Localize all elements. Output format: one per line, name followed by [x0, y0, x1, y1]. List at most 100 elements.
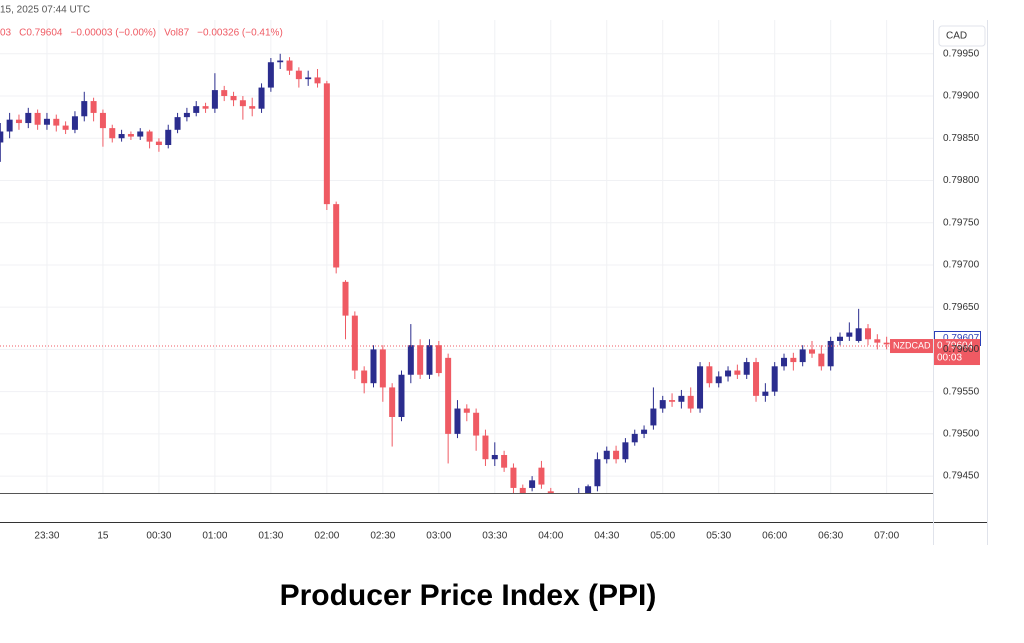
candle-body: [501, 454, 508, 468]
candle-body: [790, 357, 797, 363]
candle-body: [725, 370, 732, 377]
x-tick-label: 03:30: [482, 531, 507, 542]
candle-body: [370, 349, 377, 384]
candle-body: [603, 450, 610, 460]
candle-body: [827, 340, 834, 367]
candle-body: [6, 119, 13, 132]
candle-body: [762, 391, 769, 396]
candle-body: [435, 345, 442, 374]
candle-body: [34, 112, 41, 125]
candle-body: [547, 491, 554, 493]
candle-body: [659, 400, 666, 409]
candle-body: [202, 106, 209, 109]
y-tick-label: 0.79950: [943, 48, 980, 59]
candle-body: [0, 131, 4, 143]
candle-body: [155, 141, 162, 146]
x-tick-label: 03:00: [426, 531, 451, 542]
candle-body: [221, 90, 228, 97]
candle-body: [781, 357, 788, 367]
symbol-box: [890, 339, 933, 354]
y-tick-label: 0.79800: [943, 175, 980, 186]
candle-body: [286, 60, 293, 71]
candle-body: [715, 376, 722, 384]
chart-header: 15, 2025 07:44 UTC: [0, 5, 90, 16]
candle-body: [529, 480, 536, 488]
candle-body: [510, 467, 517, 488]
candle-body: [407, 345, 414, 375]
legend-item: C0.79604: [19, 28, 63, 39]
candle-body: [118, 134, 125, 139]
candle-body: [818, 353, 825, 367]
legend-item: Vol87: [164, 28, 189, 39]
candle-body: [566, 497, 572, 501]
y-tick-label: 0.79900: [943, 91, 980, 102]
legend-item: −0.00003 (−0.00%): [71, 28, 157, 39]
candle-body: [473, 412, 480, 436]
candle-body: [258, 87, 265, 109]
candle-body: [631, 433, 638, 443]
last-price-label: 0.79604: [937, 341, 974, 352]
candle-body: [650, 408, 657, 426]
candle-body: [613, 450, 620, 460]
y-tick-label: 0.79600: [943, 344, 980, 355]
candle-body: [137, 131, 144, 137]
candle-body: [99, 112, 106, 129]
candle-body: [734, 370, 741, 375]
candle-body: [15, 119, 22, 124]
candle-body: [277, 60, 284, 63]
candle-body: [295, 70, 302, 80]
candle-body: [239, 100, 246, 107]
candle-body: [491, 454, 498, 460]
candle-body: [855, 328, 862, 341]
candle-body: [305, 77, 312, 80]
candle-body: [174, 117, 181, 130]
candle-body: [146, 131, 153, 142]
x-tick-label: 05:30: [706, 531, 731, 542]
candle-body: [211, 90, 218, 109]
x-tick-label: 02:30: [370, 531, 395, 542]
candle-body: [519, 487, 526, 493]
candle-body: [454, 408, 461, 434]
candle-body: [165, 129, 172, 146]
candle-body: [230, 96, 237, 101]
candle-body: [333, 204, 340, 268]
candle-body: [25, 112, 32, 124]
x-tick-label: 01:00: [202, 531, 227, 542]
y-tick-label: 0.79750: [943, 217, 980, 228]
candle-body: [883, 342, 890, 345]
countdown-label: 00:03: [937, 353, 962, 364]
y-tick-label: 0.79850: [943, 133, 980, 144]
candle-body: [445, 357, 452, 434]
candle-body: [71, 116, 78, 130]
y-tick-label: 0.79550: [943, 386, 980, 397]
candle-body: [127, 134, 134, 137]
candle-body: [809, 349, 816, 354]
candle-body: [837, 336, 843, 341]
x-tick-label: 23:30: [34, 531, 59, 542]
candle-body: [361, 370, 368, 384]
x-tick-label: 06:00: [762, 531, 787, 542]
candle-body: [706, 366, 713, 384]
x-tick-label: 04:30: [594, 531, 619, 542]
currency-box: [938, 25, 986, 47]
candle-body: [53, 118, 60, 126]
candle-body: [846, 332, 853, 337]
x-tick-label: 05:00: [650, 531, 675, 542]
y-tick-label: 0.79650: [943, 302, 980, 313]
candle-body: [743, 362, 750, 375]
candle-body: [622, 442, 629, 460]
last-price-box: [934, 339, 980, 366]
candle-body: [557, 496, 563, 501]
y-tick-label: 0.79500: [943, 429, 980, 440]
candle-body: [426, 345, 433, 375]
candle-body: [43, 118, 50, 125]
candle-body: [594, 459, 601, 487]
candle-body: [90, 101, 97, 113]
candle-body: [379, 349, 386, 388]
candle-body: [463, 408, 470, 413]
y-tick-label: 0.79450: [943, 471, 980, 482]
candle-body: [183, 112, 190, 118]
candle-body: [585, 486, 592, 493]
